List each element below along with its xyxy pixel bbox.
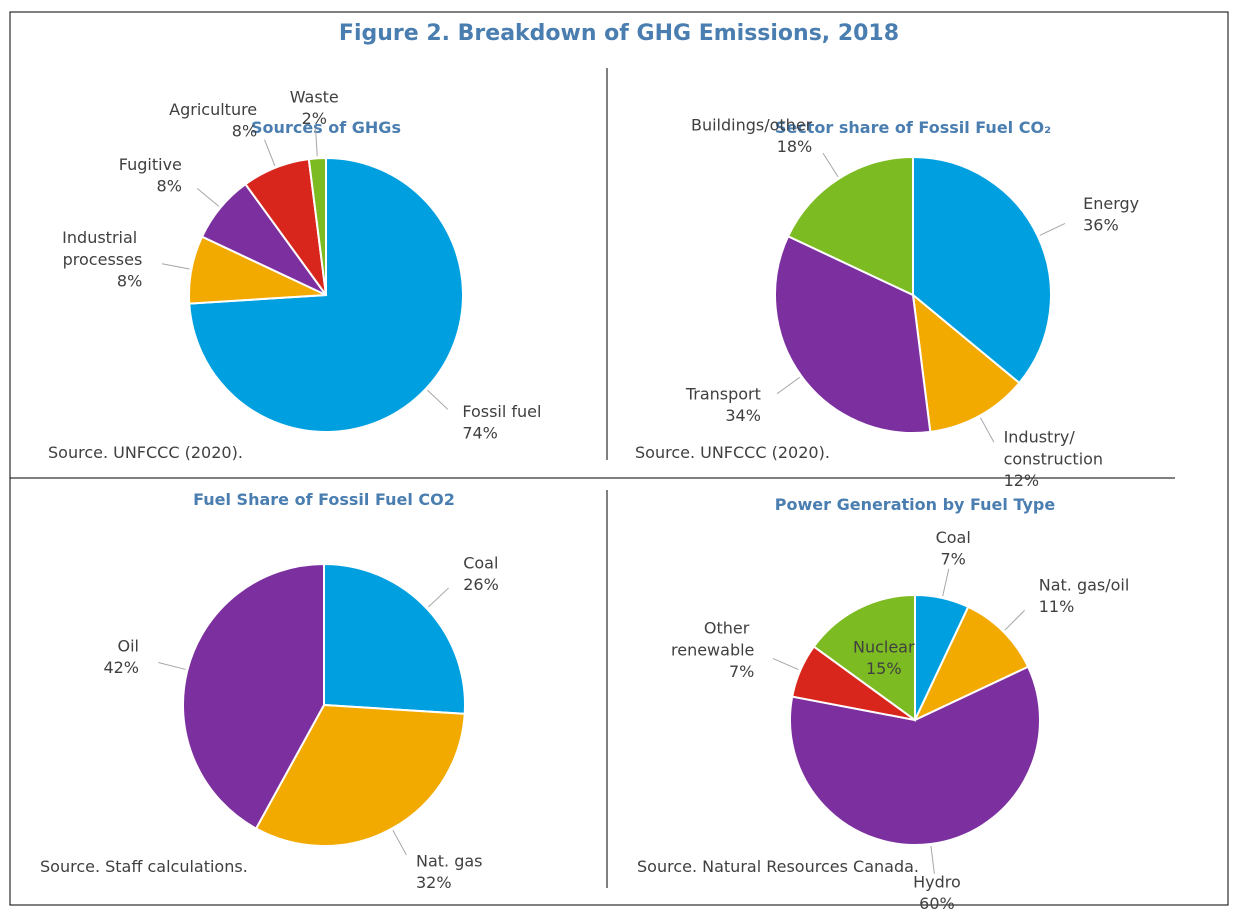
label-line: construction: [1004, 449, 1104, 468]
leader-line: [197, 188, 220, 207]
data-label-category: Industrial processes: [62, 227, 142, 268]
data-label-category: Oil: [118, 636, 139, 655]
chart-title: Power Generation by Fuel Type: [775, 495, 1056, 514]
data-label-category: Nuclear: [853, 637, 915, 656]
label-line: Nat. gas/oil: [1039, 575, 1130, 594]
data-label-value: 36%: [1083, 215, 1119, 234]
leader-line: [1004, 610, 1025, 631]
leader-line: [264, 139, 276, 166]
chart-title: Sector share of Fossil Fuel CO₂: [775, 118, 1051, 137]
label-line: Nat. gas: [416, 851, 483, 870]
leader-line: [315, 128, 318, 157]
data-label-category: Nat. gas/oil: [1039, 575, 1130, 594]
source-note: Source. Natural Resources Canada.: [637, 857, 919, 876]
leader-line: [930, 845, 935, 874]
pie-slice: [786, 155, 914, 297]
label-line: processes: [63, 249, 143, 268]
data-label-value: 15%: [866, 659, 902, 678]
label-line: Fossil fuel: [462, 402, 541, 421]
frame: [9, 11, 1229, 906]
label-line: Buildings/other: [691, 115, 813, 134]
data-label-value: 34%: [725, 406, 761, 425]
pie-slice: [789, 665, 1041, 846]
pie-slice: [307, 156, 327, 296]
data-label-category: Coal: [463, 553, 498, 572]
label-line: Industry/: [1004, 427, 1076, 446]
leader-line: [161, 263, 190, 270]
chart-title: Fuel Share of Fossil Fuel CO2: [193, 490, 455, 509]
leader-line: [1039, 223, 1066, 236]
data-label-value: 7%: [940, 550, 965, 569]
label-line: Hydro: [913, 872, 961, 891]
data-label-value: 60%: [919, 894, 955, 913]
data-label-value: 32%: [416, 873, 452, 892]
pie-slice: [812, 593, 916, 722]
label-line: renewable: [671, 640, 754, 659]
data-label-value: 7%: [729, 662, 754, 681]
pie-slice: [323, 562, 466, 715]
pie-slice: [182, 562, 325, 830]
pie-slice: [912, 605, 1030, 723]
data-label-category: Energy: [1083, 193, 1139, 212]
data-label-value: 26%: [463, 575, 499, 594]
leader-line: [776, 376, 801, 395]
data-label-value: 42%: [103, 658, 139, 677]
leader-line: [822, 152, 839, 178]
source-note: Source. UNFCCC (2020).: [48, 443, 243, 462]
data-label-value: 12%: [1004, 471, 1040, 490]
pie-slice: [912, 155, 1052, 385]
label-line: Industrial: [62, 227, 142, 246]
leader-line: [392, 830, 407, 856]
label-line: Nuclear: [853, 637, 915, 656]
chart-title: Sources of GHGs: [251, 118, 401, 137]
data-label-category: Fugitive: [119, 154, 182, 173]
source-note: Source. UNFCCC (2020).: [635, 443, 830, 462]
data-label-value: 2%: [302, 109, 327, 128]
label-line: Coal: [936, 528, 971, 547]
data-label-value: 8%: [232, 122, 257, 141]
data-label-category: Agriculture: [169, 100, 257, 119]
leader-line: [426, 389, 449, 410]
leader-line: [427, 587, 449, 608]
label-line: Coal: [463, 553, 498, 572]
leader-line: [980, 417, 995, 443]
label-line: Other: [704, 618, 755, 637]
data-label-value: 18%: [777, 137, 813, 156]
data-label-category: Industry/construction: [1004, 427, 1104, 468]
data-label-category: Coal: [936, 528, 971, 547]
leader-line: [772, 657, 799, 671]
pie-slice: [911, 292, 1021, 434]
data-label-value: 11%: [1039, 597, 1075, 616]
data-label-value: 74%: [462, 424, 498, 443]
data-label-category: Nat. gas: [416, 851, 483, 870]
data-label-category: Fossil fuel: [462, 402, 541, 421]
leader-line: [942, 568, 950, 597]
source-note: Source. Staff calculations.: [40, 857, 248, 876]
data-label-value: 8%: [157, 176, 182, 195]
figure-title: Figure 2. Breakdown of GHG Emissions, 20…: [339, 21, 899, 46]
leader-line: [158, 661, 186, 670]
data-label-category: Hydro: [913, 872, 961, 891]
data-label-category: Other renewable: [671, 618, 754, 659]
data-label-category: Transport: [685, 384, 761, 403]
label-line: Fugitive: [119, 154, 182, 173]
label-line: Transport: [685, 384, 761, 403]
data-label-value: 8%: [117, 271, 142, 290]
data-label-category: Waste: [290, 87, 339, 106]
data-label-category: Buildings/other: [691, 115, 813, 134]
label-line: Energy: [1083, 193, 1139, 212]
label-line: Waste: [290, 87, 339, 106]
label-line: Oil: [118, 636, 139, 655]
pie-slice: [254, 703, 466, 847]
label-line: Agriculture: [169, 100, 257, 119]
